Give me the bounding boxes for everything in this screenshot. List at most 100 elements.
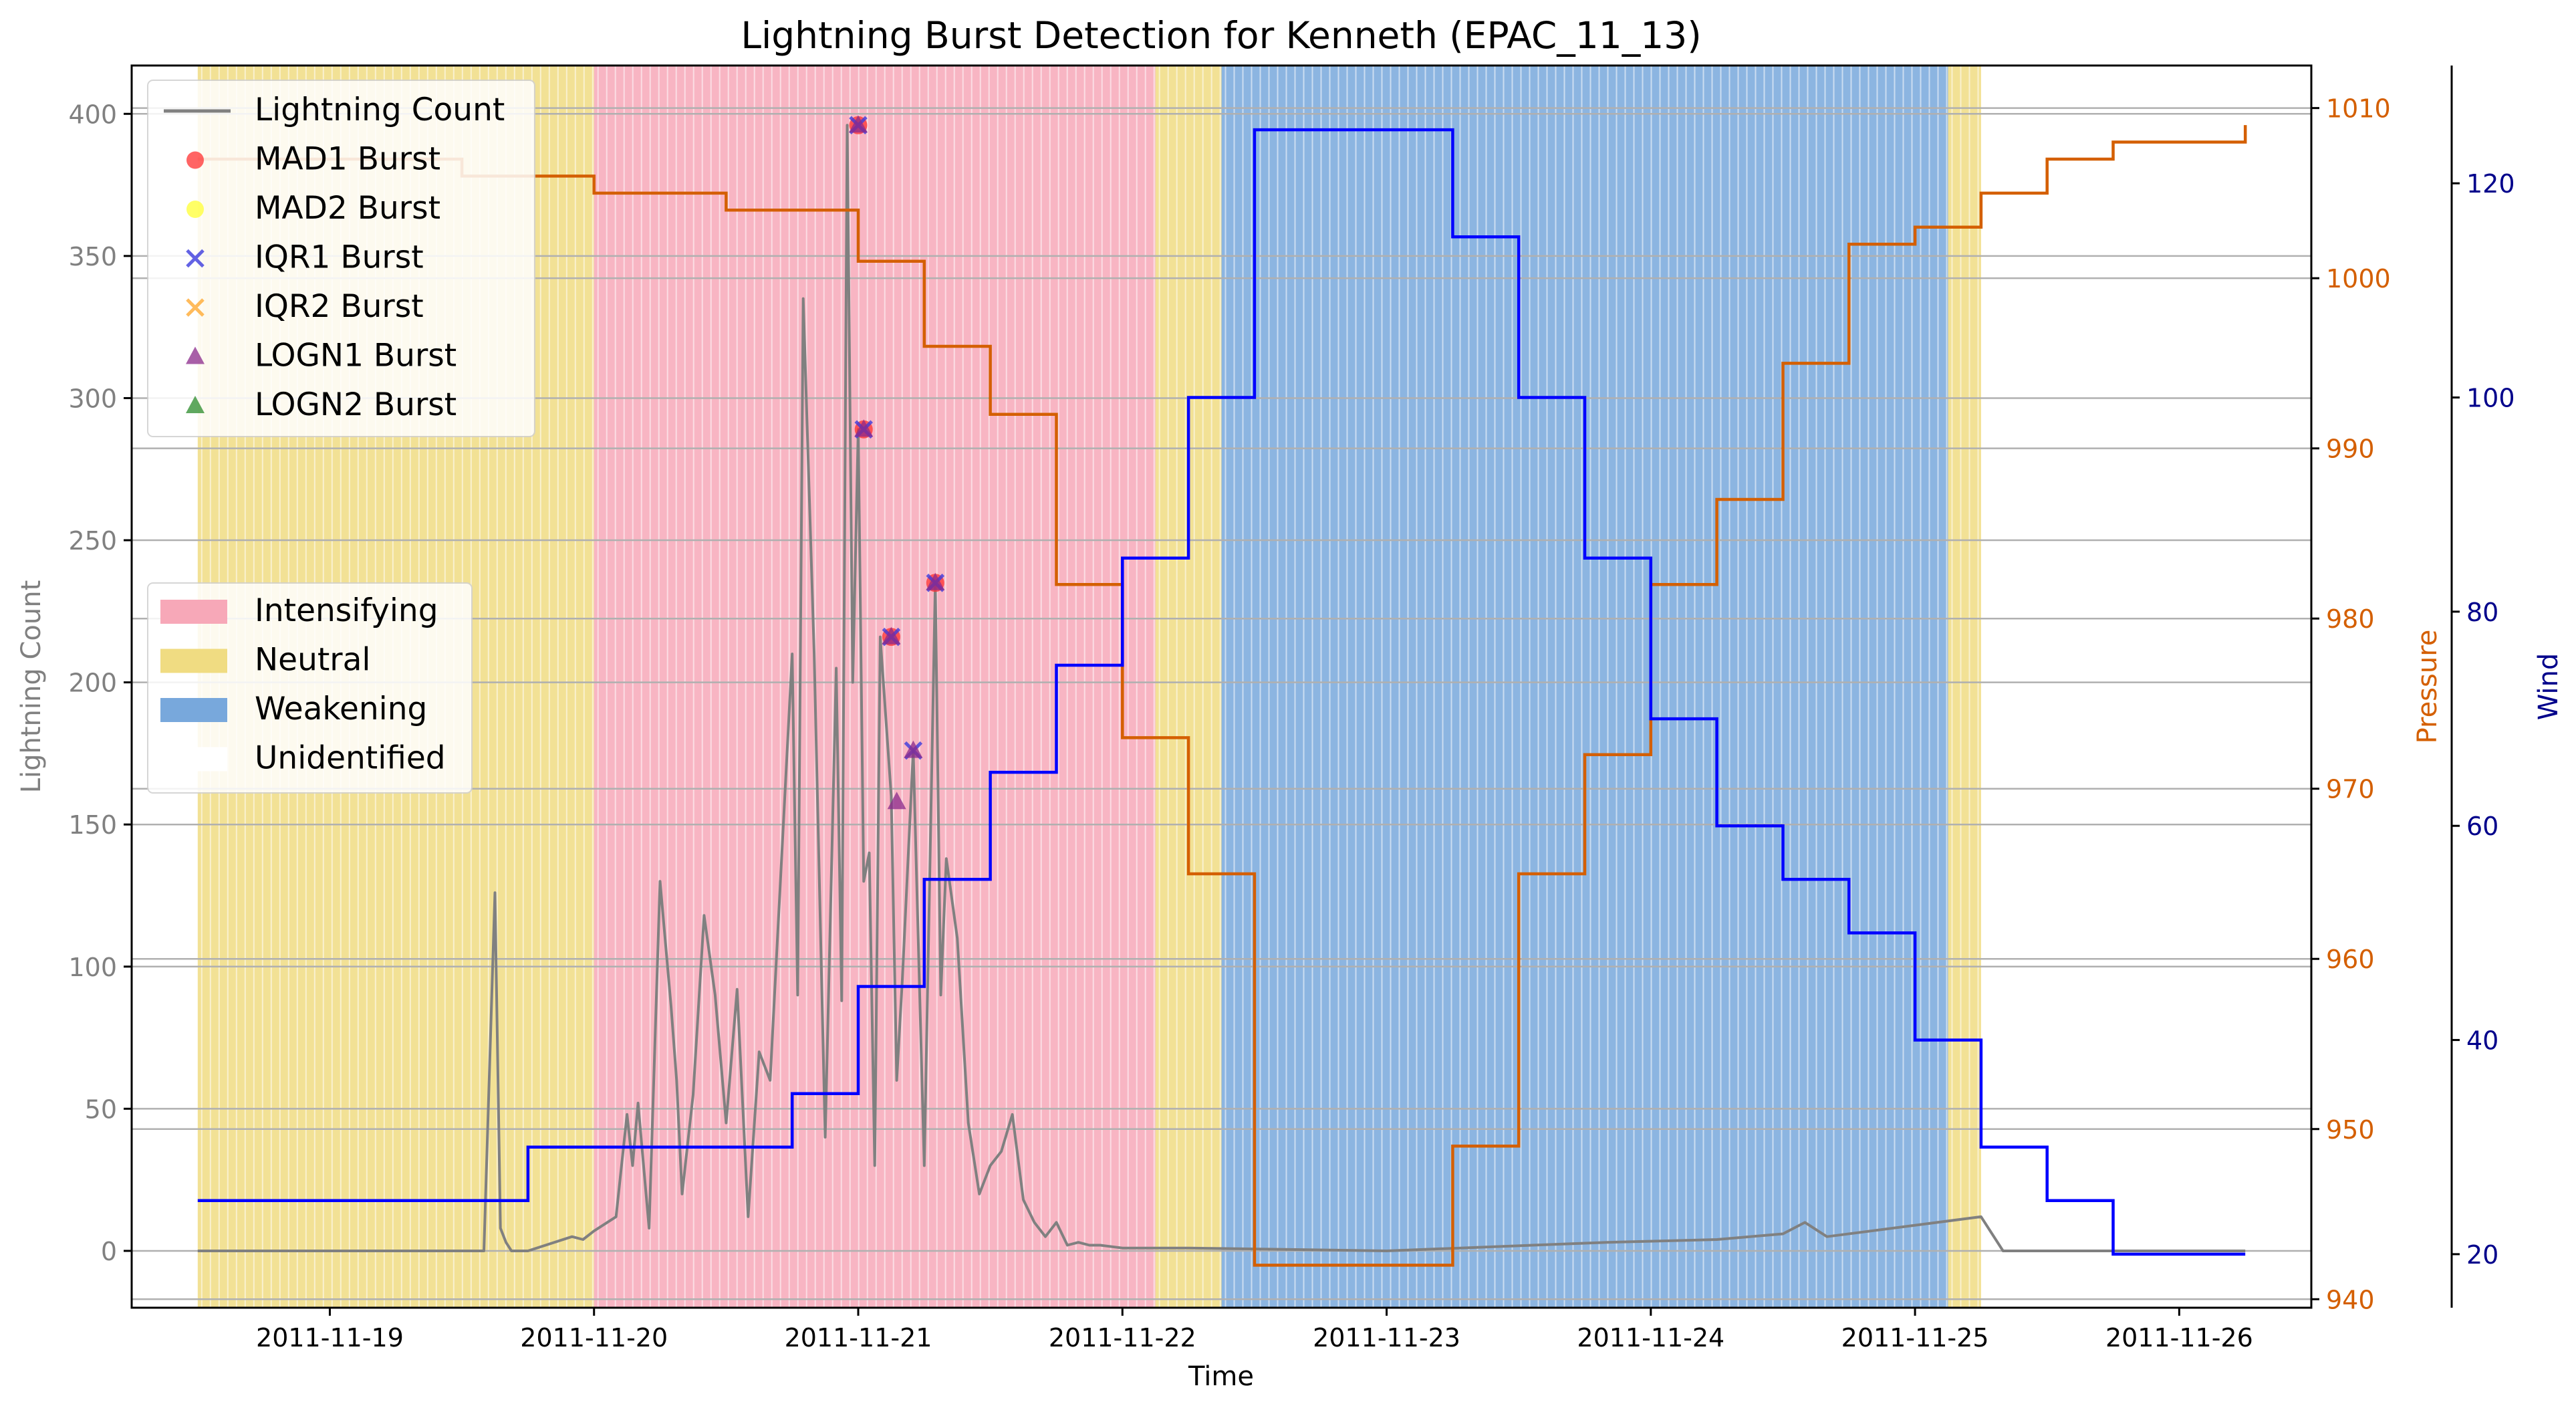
burst-markers (849, 115, 945, 810)
x-tick-label: 2011-11-26 (2105, 1323, 2253, 1353)
legend-label: IQR2 Burst (255, 288, 424, 325)
y-tick-label: 250 (68, 526, 117, 556)
burst-marker (849, 115, 868, 135)
burst-marker-logn1 (926, 572, 945, 590)
legend-swatch-x (186, 298, 205, 317)
y-tick-label: 0 (101, 1237, 117, 1266)
wind-tick-label: 120 (2466, 169, 2515, 199)
legend-swatch-triangle (186, 396, 205, 413)
wind-series (197, 128, 2246, 1256)
legend-entry: LOGN1 Burst (186, 338, 457, 374)
x-tick-label: 2011-11-23 (1313, 1323, 1460, 1353)
legend-entry: MAD2 Burst (186, 190, 440, 227)
legend-entry: Neutral (160, 642, 370, 679)
phase-band-stripes (1951, 66, 1979, 1308)
legend-swatch-phase (160, 698, 227, 722)
burst-marker-logn1 (904, 740, 923, 758)
y-tick-label: 100 (68, 953, 117, 982)
pressure-tick-label: 1000 (2326, 264, 2391, 294)
phase-band-stripes (1225, 66, 1948, 1308)
phase-band-stripes (1158, 66, 1221, 1308)
legend-label: Neutral (255, 642, 370, 679)
legend-swatch-circle (186, 151, 204, 169)
pressure-tick-label: 980 (2326, 604, 2375, 634)
burst-marker-logn1 (882, 626, 901, 645)
burst-marker (882, 626, 901, 647)
x-tick-label: 2011-11-22 (1049, 1323, 1196, 1353)
phase-band-weakening (1221, 66, 1948, 1308)
burst-marker-logn1 (887, 792, 906, 810)
burst-marker-logn1 (854, 419, 874, 437)
chart-title: Lightning Burst Detection for Kenneth (E… (741, 14, 1701, 57)
phase-band-neutral (1155, 66, 1222, 1308)
pressure-series (197, 125, 2247, 1267)
legend-entry: Lightning Count (164, 92, 505, 128)
legend-label: LOGN1 Burst (255, 338, 457, 374)
pressure-line (197, 125, 2247, 1267)
wind-tick-label: 80 (2466, 598, 2498, 627)
y-tick-label: 350 (68, 242, 117, 271)
legend-entry: Intensifying (160, 592, 438, 629)
legend-label: MAD1 Burst (255, 141, 440, 178)
y-tick-label: 300 (68, 384, 117, 413)
legend-entry: Weakening (160, 691, 427, 727)
time-axis: 2011-11-19 2011-11-20 2011-11-21 2011-11-22… (256, 1308, 2253, 1353)
legend-bursts: Lightning Count MAD1 Burst MAD2 Burst IQR1 … (147, 80, 535, 437)
legend-entry: Unidentified (160, 740, 446, 777)
pressure-axis-label: Pressure (2412, 630, 2443, 744)
wind-tick-label: 100 (2466, 384, 2515, 413)
x-tick-label: 2011-11-21 (785, 1323, 932, 1353)
pressure-tick-label: 960 (2326, 945, 2375, 974)
legend-entry: LOGN2 Burst (186, 386, 457, 423)
legend-swatch-phase (160, 649, 227, 673)
y-axis-label: Lightning Count (16, 580, 47, 794)
legend-label: LOGN2 Burst (255, 386, 457, 423)
legend-swatch-triangle (186, 346, 205, 364)
wind-tick-label: 20 (2466, 1240, 2498, 1270)
x-tick-label: 2011-11-25 (1841, 1323, 1989, 1353)
y-tick-label: 200 (68, 669, 117, 698)
phase-band-stripes (597, 66, 1155, 1308)
legend-label: Lightning Count (255, 92, 505, 128)
y-tick-label: 50 (85, 1094, 117, 1124)
legend-label: IQR1 Burst (255, 239, 424, 276)
pressure-tick-label: 990 (2326, 435, 2375, 464)
legend-entry: IQR2 Burst (186, 288, 424, 325)
legend-swatch-x (186, 249, 205, 268)
pressure-tick-label: 940 (2326, 1285, 2375, 1314)
legend-label: Unidentified (255, 740, 446, 777)
x-tick-label: 2011-11-20 (520, 1323, 668, 1353)
legend-swatch-circle (186, 201, 204, 218)
burst-marker (854, 419, 874, 439)
pressure-axis: 940 950 960 970 980 990 1000 1010 (2311, 94, 2391, 1314)
x-axis-label: Time (1188, 1361, 1254, 1392)
legend-entry: MAD1 Burst (186, 141, 440, 178)
phase-band-neutral (1948, 66, 1981, 1308)
legend-label: Weakening (255, 691, 427, 727)
pressure-tick-label: 970 (2326, 775, 2375, 804)
x-tick-label: 2011-11-19 (256, 1323, 404, 1353)
burst-marker (926, 572, 945, 592)
legend-label: MAD2 Burst (255, 190, 440, 227)
wind-tick-label: 40 (2466, 1026, 2498, 1056)
pressure-tick-label: 1010 (2326, 94, 2391, 124)
legend-entry: IQR1 Burst (186, 239, 424, 276)
legend-box (147, 582, 473, 794)
burst-marker-logn1 (849, 115, 868, 133)
wind-axis-label: Wind (2533, 653, 2564, 721)
y-tick-label: 400 (68, 100, 117, 129)
legend-swatch-phase (160, 600, 227, 624)
legend-box (147, 80, 535, 437)
wind-tick-label: 60 (2466, 812, 2498, 841)
legend-swatch-phase (160, 747, 227, 772)
burst-marker (887, 792, 906, 810)
wind-axis: 20 40 60 80 100 120 (2452, 169, 2515, 1270)
wind-line (197, 128, 2246, 1256)
legend-label: Intensifying (255, 592, 438, 629)
x-tick-label: 2011-11-24 (1577, 1323, 1724, 1353)
burst-marker (904, 740, 923, 760)
legend-phases: Intensifying Neutral Weakening Unidentified (147, 582, 473, 794)
plot-frame (130, 64, 2313, 1309)
pressure-tick-label: 950 (2326, 1115, 2375, 1145)
